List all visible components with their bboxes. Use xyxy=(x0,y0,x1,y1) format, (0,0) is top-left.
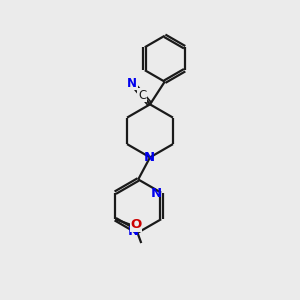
Text: N: N xyxy=(127,76,137,90)
Text: N: N xyxy=(128,225,139,238)
Text: C: C xyxy=(138,89,146,102)
Text: N: N xyxy=(150,187,161,200)
Text: N: N xyxy=(144,151,155,164)
Text: O: O xyxy=(130,218,142,232)
